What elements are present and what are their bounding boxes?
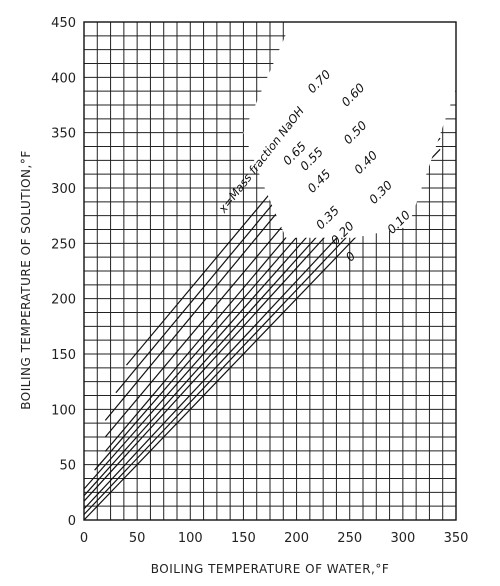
- x-tick-label: 50: [129, 531, 146, 546]
- y-tick-label: 100: [51, 403, 76, 418]
- plot-frame: [83, 21, 457, 521]
- label-background: [243, 22, 456, 238]
- x-tick-label: 200: [284, 531, 309, 546]
- tick-labels: 0 50 100 150 200 250 300 350 0 50 100 150 200 250 300 3…: [51, 16, 468, 546]
- y-axis-label: BOILING TEMPERATURE OF SOLUTION,°F: [19, 150, 33, 409]
- x-tick-label: 150: [231, 531, 256, 546]
- y-tick-label: 350: [51, 127, 76, 142]
- y-tick-label: 250: [51, 237, 76, 252]
- y-tick-label: 0: [68, 514, 76, 529]
- series-label-0: 0: [343, 249, 359, 265]
- x-tick-label: 100: [178, 531, 203, 546]
- x-tick-label: 250: [337, 531, 362, 546]
- x-tick-label: 0: [80, 531, 88, 546]
- x-axis-label: BOILING TEMPERATURE OF WATER,°F: [151, 562, 390, 576]
- y-tick-label: 300: [51, 182, 76, 197]
- y-tick-label: 200: [51, 293, 76, 308]
- y-tick-label: 400: [51, 71, 76, 86]
- x-tick-label: 300: [390, 531, 415, 546]
- grid: [83, 21, 457, 521]
- y-tick-label: 50: [59, 459, 76, 474]
- y-tick-label: 150: [51, 348, 76, 363]
- y-tick-label: 450: [51, 16, 76, 31]
- label-background-area: [243, 22, 456, 238]
- x-tick-label: 350: [444, 531, 469, 546]
